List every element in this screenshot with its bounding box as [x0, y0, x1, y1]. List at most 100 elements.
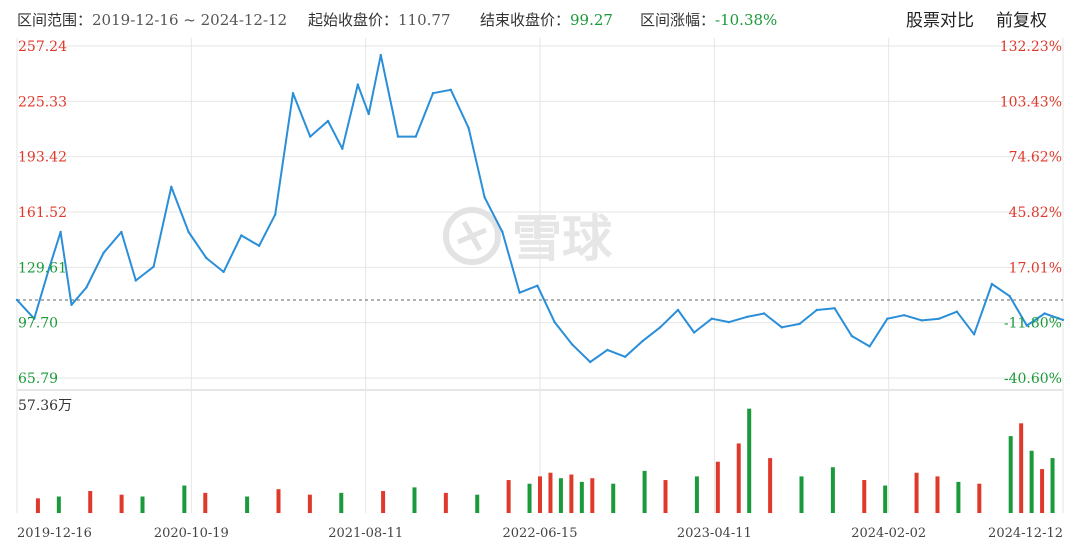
- price-point: [222, 270, 225, 274]
- y-left-tick-label: 129.61: [18, 260, 67, 276]
- y-right-tick-label: 103.43%: [1000, 94, 1062, 110]
- axis-labels: 257.24 225.33 193.42 161.52 129.61 97.70 65.79…: [17, 39, 1063, 541]
- price-point: [920, 319, 924, 322]
- price-point: [449, 88, 452, 91]
- price-point: [367, 112, 370, 116]
- volume-bar: [569, 474, 574, 513]
- price-point: [850, 334, 854, 338]
- volume-bar: [747, 408, 752, 513]
- volume-bar: [663, 480, 668, 513]
- volume-bar: [1008, 436, 1013, 513]
- volume-bar: [558, 478, 563, 513]
- y-left-tick-label: 225.33: [18, 94, 67, 110]
- price-point: [379, 53, 382, 57]
- y-right-tick-label: -11.80%: [1004, 316, 1062, 332]
- price-point: [676, 308, 680, 312]
- x-tick-label: 2021-08-11: [328, 526, 403, 541]
- volume-bar: [1029, 450, 1034, 513]
- price-point: [624, 355, 627, 359]
- volume-bar: [611, 483, 616, 513]
- price-point: [205, 256, 208, 260]
- volume-bar: [914, 472, 919, 513]
- volume-bar: [935, 476, 940, 513]
- price-point: [326, 119, 330, 123]
- y-right-tick-label: 74.62%: [1009, 150, 1062, 166]
- end-close-value: 99.27: [570, 11, 613, 29]
- price-point: [134, 279, 137, 282]
- change-info: 区间涨幅：-10.38%: [640, 9, 777, 30]
- start-close-info: 起始收盘价：110.77: [308, 9, 451, 30]
- volume-bar: [35, 498, 40, 513]
- price-point: [990, 282, 994, 286]
- volume-bar: [527, 483, 532, 513]
- volume-bar: [862, 480, 867, 513]
- volume-bar: [203, 492, 208, 513]
- y-left-tick-label: 193.42: [18, 150, 67, 166]
- volume-bar: [1040, 469, 1045, 513]
- range-separator: ~: [183, 11, 196, 29]
- price-point: [659, 326, 662, 329]
- price-point: [257, 244, 261, 248]
- volume-max-label: 57.36万: [18, 398, 72, 414]
- volume-bar: [956, 481, 961, 513]
- price-point: [745, 315, 749, 319]
- x-tick-label: 2023-04-11: [677, 526, 752, 541]
- price-point: [727, 320, 731, 324]
- volume-bar: [768, 458, 773, 513]
- price-point: [710, 317, 714, 320]
- price-point: [170, 185, 173, 189]
- stock-compare-button[interactable]: 股票对比: [906, 11, 974, 31]
- price-point: [309, 135, 312, 138]
- price-point: [606, 348, 609, 352]
- price-point: [291, 92, 295, 95]
- price-point: [902, 314, 906, 317]
- range-label: 区间范围：: [17, 11, 93, 29]
- price-point: [692, 331, 696, 334]
- price-point: [85, 286, 88, 289]
- volume-bar: [119, 494, 124, 513]
- range-info: 区间范围：2019-12-16 ~ 2024-12-12: [17, 9, 287, 30]
- price-point: [553, 320, 556, 324]
- volume-bars: [35, 408, 1055, 513]
- volume-bar: [245, 496, 250, 513]
- adjust-mode-button[interactable]: 前复权: [996, 11, 1047, 31]
- y-left-tick-label: 161.52: [18, 205, 67, 221]
- volume-bar: [339, 492, 344, 513]
- price-point: [15, 298, 19, 302]
- volume-bar: [830, 467, 835, 513]
- volume-bar: [381, 491, 386, 513]
- x-tick-label: 2020-10-19: [154, 526, 229, 541]
- volume-bar: [475, 494, 480, 513]
- y-right-tick-label: 45.82%: [1009, 205, 1062, 221]
- end-close-info: 结束收盘价：99.27: [480, 9, 613, 30]
- price-point: [762, 312, 766, 315]
- price-point: [467, 126, 470, 130]
- volume-bar: [715, 461, 720, 513]
- volume-bar: [548, 472, 553, 513]
- price-point: [518, 291, 521, 294]
- change-label: 区间涨幅：: [640, 11, 716, 29]
- price-point: [833, 307, 836, 310]
- price-point: [780, 326, 784, 329]
- volume-bar: [443, 492, 448, 513]
- price-point: [102, 251, 105, 254]
- price-point: [972, 333, 976, 336]
- price-point: [341, 147, 344, 150]
- range-start: 2019-12-16: [92, 11, 179, 29]
- price-point: [187, 230, 190, 234]
- start-close-value: 110.77: [398, 11, 451, 29]
- y-right-tick-label: 132.23%: [1000, 39, 1062, 55]
- volume-bar: [276, 489, 281, 513]
- volume-bar: [182, 485, 187, 513]
- change-value: -10.38%: [715, 11, 778, 29]
- volume-bar: [506, 480, 511, 513]
- price-point: [120, 230, 123, 234]
- price-point: [1061, 318, 1065, 322]
- volume-bar: [538, 476, 542, 513]
- price-point: [240, 234, 243, 237]
- watermark: 雪球: [443, 207, 613, 268]
- price-point: [886, 317, 889, 320]
- price-point: [501, 230, 504, 234]
- volume-bar: [694, 476, 699, 513]
